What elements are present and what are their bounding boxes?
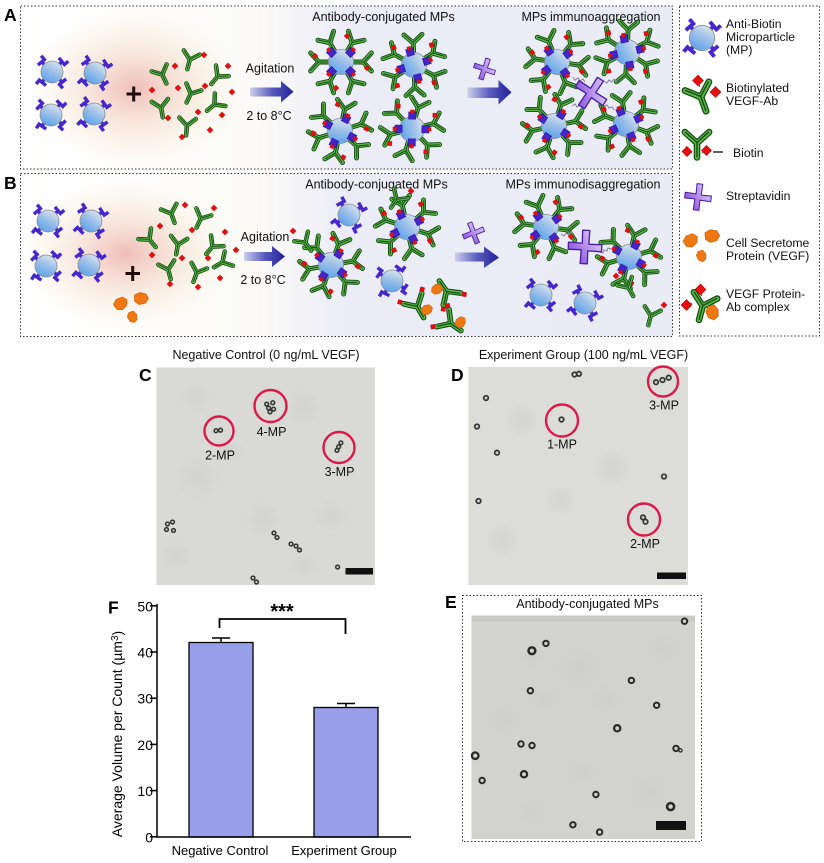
svg-text:MPs immunoaggregation: MPs immunoaggregation bbox=[522, 10, 661, 24]
svg-text:2-MP: 2-MP bbox=[630, 537, 660, 551]
svg-text:Ab complex: Ab complex bbox=[726, 300, 790, 314]
svg-text:B: B bbox=[4, 173, 17, 193]
svg-text:D: D bbox=[451, 365, 464, 385]
svg-text:Antibody-conjugated MPs: Antibody-conjugated MPs bbox=[516, 597, 658, 611]
svg-text:Agitation: Agitation bbox=[241, 230, 290, 244]
svg-text:0: 0 bbox=[145, 829, 153, 845]
svg-text:Agitation: Agitation bbox=[246, 62, 295, 76]
svg-text:Microparticle: Microparticle bbox=[726, 30, 795, 44]
svg-text:Experiment Group: Experiment Group bbox=[291, 843, 397, 858]
svg-text:Antibody-conjugated MPs: Antibody-conjugated MPs bbox=[305, 178, 447, 192]
svg-text:20: 20 bbox=[137, 737, 153, 753]
svg-text:50: 50 bbox=[137, 598, 153, 614]
svg-text:Average Volume per Count (µm3): Average Volume per Count (µm3) bbox=[109, 631, 125, 837]
svg-text:(MP): (MP) bbox=[726, 43, 752, 57]
svg-text:Anti-Biotin: Anti-Biotin bbox=[726, 17, 782, 31]
svg-text:Negative Control: Negative Control bbox=[172, 843, 269, 858]
svg-text:C: C bbox=[139, 365, 152, 385]
svg-text:A: A bbox=[4, 5, 17, 25]
svg-text:Biotinylated: Biotinylated bbox=[726, 81, 789, 95]
svg-text:Experiment Group (100 ng/mL VE: Experiment Group (100 ng/mL VEGF) bbox=[479, 348, 688, 362]
svg-text:30: 30 bbox=[137, 691, 153, 707]
svg-text:2-MP: 2-MP bbox=[205, 449, 235, 463]
svg-text:4-MP: 4-MP bbox=[257, 425, 287, 439]
svg-text:MPs immunodisaggregation: MPs immunodisaggregation bbox=[506, 178, 661, 192]
svg-text:Protein (VEGF): Protein (VEGF) bbox=[726, 249, 809, 263]
svg-text:2 to 8°C: 2 to 8°C bbox=[240, 273, 285, 287]
svg-text:E: E bbox=[445, 592, 457, 612]
svg-text:2 to 8°C: 2 to 8°C bbox=[246, 109, 291, 123]
svg-text:3-MP: 3-MP bbox=[649, 399, 679, 413]
svg-text:1-MP: 1-MP bbox=[547, 438, 577, 452]
svg-text:VEGF Protein-: VEGF Protein- bbox=[726, 287, 805, 301]
svg-text:Negative Control (0 ng/mL VEGF: Negative Control (0 ng/mL VEGF) bbox=[172, 348, 359, 362]
svg-text:3-MP: 3-MP bbox=[325, 465, 355, 479]
svg-text:***: *** bbox=[270, 601, 294, 623]
svg-text:Biotin: Biotin bbox=[733, 146, 764, 160]
svg-text:VEGF-Ab: VEGF-Ab bbox=[726, 94, 778, 108]
svg-text:10: 10 bbox=[137, 783, 153, 799]
svg-text:Cell Secretome: Cell Secretome bbox=[726, 236, 810, 250]
svg-text:F: F bbox=[108, 598, 119, 618]
svg-text:Streptavidin: Streptavidin bbox=[726, 189, 790, 203]
svg-text:40: 40 bbox=[137, 645, 153, 661]
svg-text:Antibody-conjugated MPs: Antibody-conjugated MPs bbox=[312, 10, 454, 24]
